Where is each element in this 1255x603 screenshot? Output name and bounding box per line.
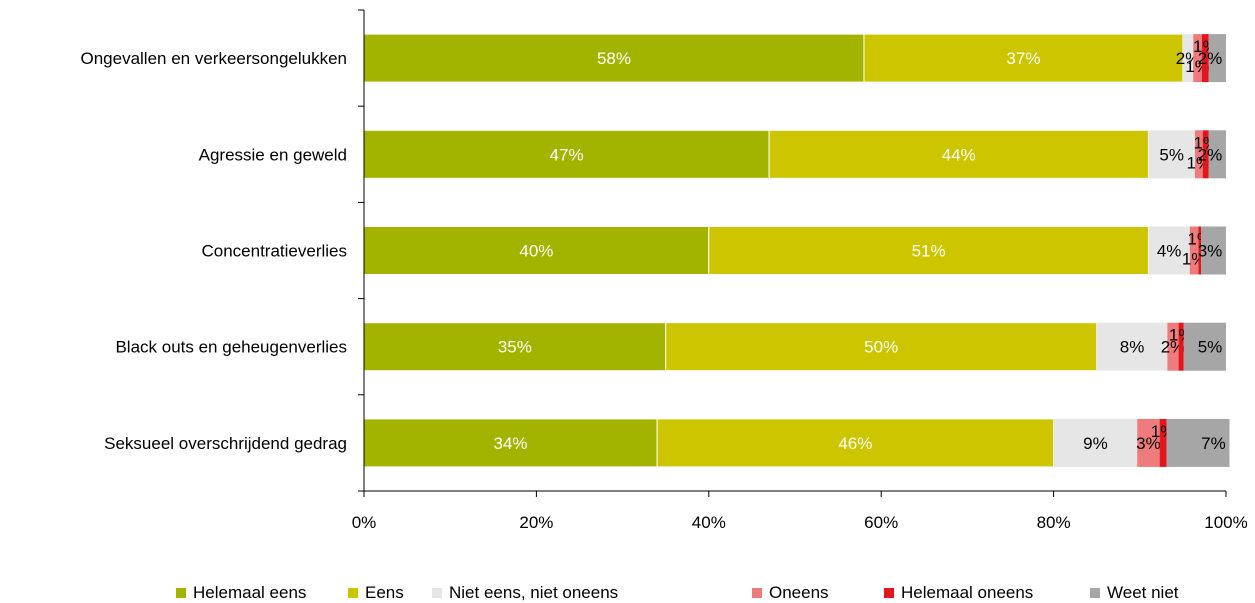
legend-label: Eens: [365, 583, 404, 602]
x-tick-label: 60%: [864, 513, 898, 532]
legend-swatch: [1090, 588, 1100, 598]
bar-segment: [1137, 418, 1160, 467]
legend-swatch: [348, 588, 358, 598]
x-tick-label: 80%: [1037, 513, 1071, 532]
legend-item: Weet niet: [1090, 583, 1179, 602]
legend-item: Eens: [348, 583, 404, 602]
legend-item: Helemaal eens: [176, 583, 306, 602]
data-label: 44%: [942, 145, 976, 164]
data-label: 40%: [519, 242, 553, 261]
legend: Helemaal eens Eens Niet eens, niet oneen…: [176, 583, 1179, 602]
category-label: Ongevallen en verkeersongelukken: [80, 49, 347, 68]
bar-segment: [1194, 130, 1203, 179]
category-label: Concentratieverlies: [201, 242, 347, 261]
data-label: 8%: [1120, 338, 1145, 357]
data-label: 34%: [494, 434, 528, 453]
bar-segment: [363, 226, 710, 275]
data-label: 58%: [597, 49, 631, 68]
bar-segment: [1167, 322, 1179, 371]
data-label: 35%: [498, 338, 532, 357]
bar-segment: [1208, 130, 1226, 179]
legend-swatch: [884, 588, 894, 598]
x-tick-label: 0%: [352, 513, 377, 532]
data-label: 47%: [550, 145, 584, 164]
bar-segment: [1096, 322, 1168, 371]
legend-item: Oneens: [752, 583, 829, 602]
bar-segment: [1159, 418, 1167, 467]
legend-swatch: [432, 588, 442, 598]
bar-segment: [363, 33, 865, 83]
data-label: 9%: [1083, 434, 1108, 453]
bar-segment: [1166, 418, 1230, 467]
legend-label: Weet niet: [1107, 583, 1179, 602]
legend-item: Helemaal oneens: [884, 583, 1033, 602]
data-label: 7%: [1201, 434, 1226, 453]
data-label: 46%: [838, 434, 872, 453]
x-tick-labels: 0% 20% 40% 60% 80% 100%: [352, 513, 1248, 532]
category-label: Agressie en geweld: [199, 145, 347, 164]
data-label: 50%: [864, 338, 898, 357]
bar-segment: [1198, 226, 1202, 275]
data-label: 5%: [1159, 145, 1184, 164]
bar-segment: [1148, 226, 1190, 275]
x-tick-label: 100%: [1204, 513, 1247, 532]
bar-segment: [1201, 34, 1209, 83]
data-label: 3%: [1136, 434, 1161, 453]
bar-segment: [1202, 130, 1209, 179]
legend-item: Niet eens, niet oneens: [432, 583, 618, 602]
bar-segment: [768, 129, 1149, 179]
bar-segment: [1053, 418, 1138, 467]
legend-label: Oneens: [769, 583, 829, 602]
bar-segment: [708, 226, 1149, 275]
category-label: Seksueel overschrijdend gedrag: [104, 434, 347, 453]
data-label: 5%: [1198, 338, 1223, 357]
axes-group: [358, 9, 1227, 497]
bar-segment: [1189, 226, 1199, 275]
data-label: 4%: [1157, 242, 1182, 261]
bar-segment: [363, 322, 667, 372]
legend-label: Helemaal oneens: [901, 583, 1033, 602]
category-label: Black outs en geheugenverlies: [115, 338, 347, 357]
bar-segment: [656, 418, 1055, 468]
data-label: 2%: [1198, 49, 1223, 68]
bar-segment: [863, 33, 1184, 83]
x-tick-label: 20%: [519, 513, 553, 532]
bar-segment: [1148, 130, 1195, 179]
bar-segment: [1178, 322, 1184, 371]
legend-swatch: [176, 588, 186, 598]
bar-segment: [1201, 226, 1226, 275]
bar-segment: [1183, 322, 1226, 371]
data-label: 3%: [1198, 242, 1223, 261]
x-tick-label: 40%: [692, 513, 726, 532]
data-label: 51%: [912, 242, 946, 261]
data-label: 37%: [1006, 49, 1040, 68]
bar-segment: [363, 129, 770, 179]
bar-segment: [1182, 34, 1194, 83]
bar-segment: [1193, 34, 1202, 83]
legend-swatch: [752, 588, 762, 598]
bar-segment: [1208, 34, 1226, 83]
category-labels: Ongevallen en verkeersongelukken Agressi…: [80, 49, 347, 453]
legend-label: Helemaal eens: [193, 583, 306, 602]
legend-label: Niet eens, niet oneens: [449, 583, 618, 602]
bars-group: 58% 37% 2%1%1%2%47% 44% 5% 1%1%2%40% 51% 4% 1%1%…: [363, 33, 1230, 468]
data-label: 2%: [1198, 145, 1223, 164]
